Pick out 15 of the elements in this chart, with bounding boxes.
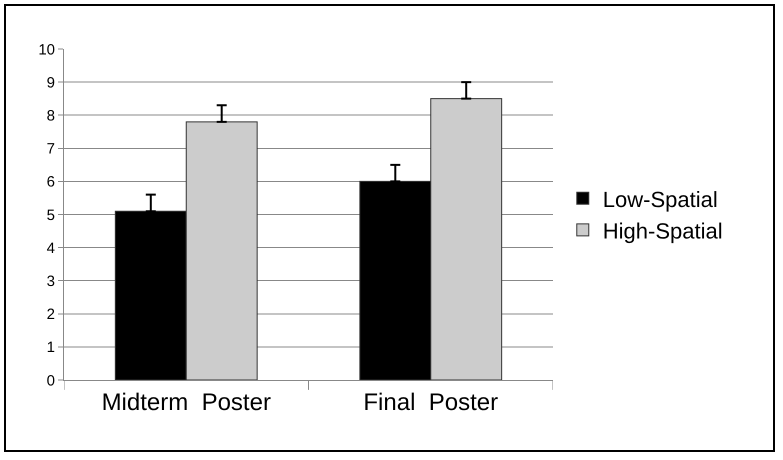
legend-label: High-Spatial bbox=[602, 218, 723, 244]
y-tick-label: 4 bbox=[46, 240, 55, 257]
y-tick-label: 9 bbox=[46, 74, 55, 92]
x-tick-label: Midterm Poster bbox=[102, 388, 271, 416]
y-tick-label: 2 bbox=[46, 306, 55, 324]
y-tick-label: 10 bbox=[38, 41, 55, 58]
x-tick-label: Final Poster bbox=[363, 388, 498, 416]
y-tick-label: 5 bbox=[46, 206, 55, 224]
y-tick-label: 6 bbox=[46, 174, 55, 191]
y-tick-label: 1 bbox=[46, 339, 55, 356]
legend-label: Low-Spatial bbox=[602, 186, 718, 212]
y-tick-label: 8 bbox=[46, 107, 55, 124]
y-tick-label: 7 bbox=[46, 140, 55, 158]
y-tick-label: 3 bbox=[46, 272, 55, 290]
y-tick-label: 0 bbox=[46, 372, 55, 390]
